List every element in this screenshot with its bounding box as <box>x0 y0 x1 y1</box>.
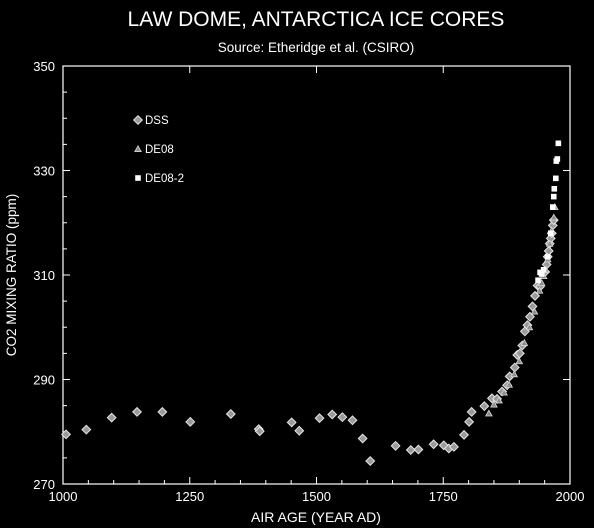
x-tick-label: 2000 <box>556 489 585 504</box>
point-dss <box>413 444 424 455</box>
point-dss <box>286 417 297 428</box>
point-de08-2 <box>538 271 545 277</box>
point-de08-2 <box>544 253 551 260</box>
point-de08 <box>545 239 554 247</box>
point-dss <box>347 415 358 426</box>
point-de08-2 <box>549 204 556 210</box>
legend-label: DSS <box>145 115 169 127</box>
point-de08 <box>505 380 514 388</box>
y-axis-label: CO2 MIXING RATIO (ppm) <box>4 194 19 357</box>
point-dss <box>314 413 325 424</box>
point-de08 <box>495 396 503 404</box>
legend-marker-dss <box>132 114 144 126</box>
point-dss <box>459 429 470 440</box>
legend-marker-de08 <box>134 144 142 152</box>
point-dss <box>61 429 72 440</box>
legend-marker-de08-2 <box>135 175 141 181</box>
point-dss <box>464 416 475 427</box>
point-dss <box>132 406 143 417</box>
point-dss <box>81 424 92 435</box>
point-dss <box>448 441 459 452</box>
point-dss <box>405 445 416 456</box>
point-de08-2 <box>535 277 541 284</box>
x-tick-label: 1000 <box>49 489 78 504</box>
point-de08 <box>515 357 524 365</box>
point-dss <box>185 416 196 427</box>
x-axis-label: AIR AGE (YEAR AD) <box>251 509 381 525</box>
point-de08-2 <box>547 230 554 236</box>
point-dss <box>428 439 439 450</box>
point-dss <box>327 409 338 420</box>
y-tick-label: 270 <box>33 477 55 492</box>
legend: DSS DE08 DE08-2 <box>132 114 184 185</box>
point-dss <box>438 440 449 451</box>
point-de08-2 <box>550 193 557 200</box>
point-de08 <box>520 338 529 346</box>
point-de08 <box>530 307 539 315</box>
point-de08 <box>535 286 544 294</box>
point-de08 <box>485 409 493 417</box>
point-de08 <box>510 370 519 378</box>
point-dss <box>390 440 401 451</box>
legend-label: DE08 <box>145 144 174 156</box>
point-dss <box>365 456 376 467</box>
point-de08 <box>549 213 558 221</box>
point-dss <box>225 408 236 419</box>
x-tick-label: 1250 <box>175 489 204 504</box>
chart-subtitle: Source: Etheridge et al. (CSIRO) <box>218 40 415 55</box>
point-de08-2 <box>551 185 558 192</box>
point-dss <box>106 412 117 423</box>
x-tick-label: 1750 <box>429 489 458 504</box>
point-dss <box>479 401 490 412</box>
point-de08 <box>490 400 498 408</box>
point-dss <box>357 433 368 444</box>
point-de08-2 <box>554 156 561 162</box>
y-tick-label: 330 <box>33 164 55 179</box>
x-tick-label: 1500 <box>302 489 331 504</box>
point-de08-2 <box>553 175 559 182</box>
point-dss <box>254 426 265 437</box>
point-de08-2 <box>555 140 562 147</box>
y-tick-label: 290 <box>33 373 55 388</box>
point-de08 <box>525 323 534 331</box>
point-dss <box>294 425 305 436</box>
point-dss <box>514 348 525 359</box>
point-dss <box>530 290 541 301</box>
legend-label: DE08-2 <box>145 173 184 185</box>
point-dss <box>337 412 348 423</box>
y-tick-label: 350 <box>33 59 55 74</box>
point-de08 <box>500 388 508 396</box>
point-dss <box>524 311 535 322</box>
point-dss <box>466 406 477 417</box>
y-tick-label: 310 <box>33 268 55 283</box>
point-dss <box>157 406 168 417</box>
point-de08-2 <box>540 266 547 273</box>
chart-title: LAW DOME, ANTARCTICA ICE CORES <box>128 8 505 31</box>
